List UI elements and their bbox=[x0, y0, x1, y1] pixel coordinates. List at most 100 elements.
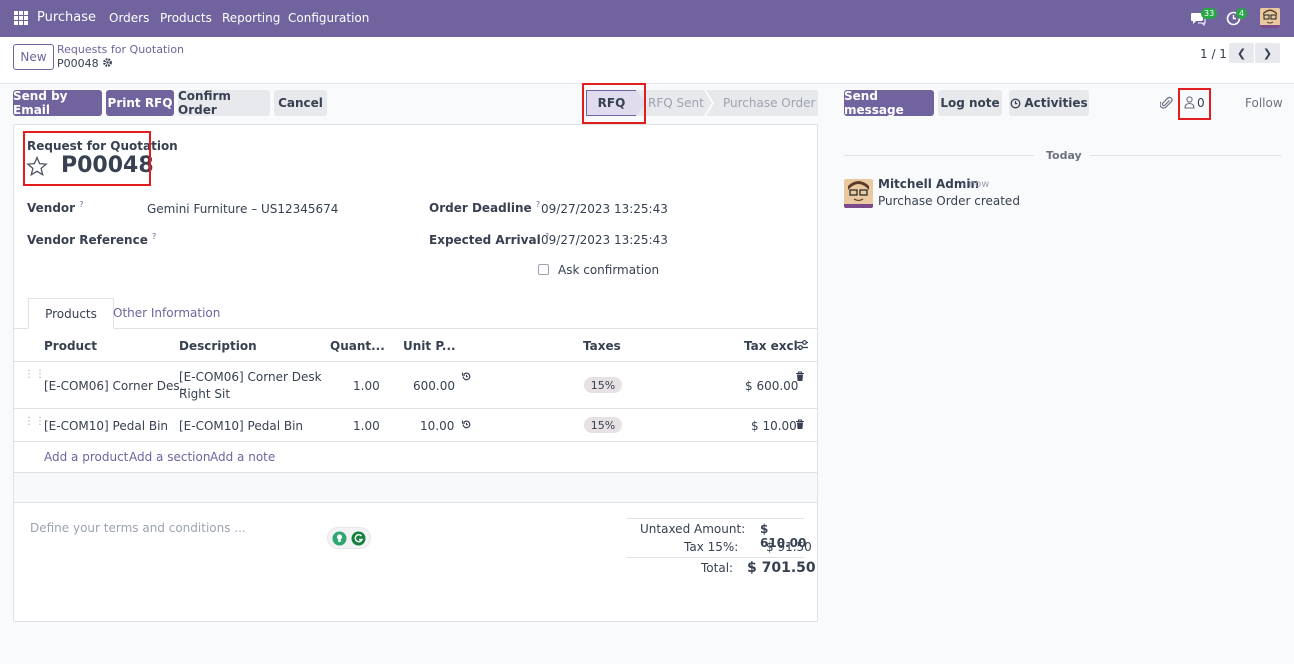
highlight-box-followers bbox=[1178, 88, 1211, 120]
column-taxes[interactable]: Taxes bbox=[583, 339, 621, 353]
add-note-link[interactable]: Add a note bbox=[210, 450, 276, 464]
total-value: $ 701.50 bbox=[747, 560, 816, 576]
row-subtotal: $ 600.00 bbox=[745, 379, 799, 393]
expected-arrival-field[interactable]: 09/27/2023 13:25:43 bbox=[541, 233, 668, 247]
status-purchase-order[interactable]: Purchase Order bbox=[723, 96, 816, 110]
column-quantity[interactable]: Quant... bbox=[330, 339, 385, 353]
row-tax-tag[interactable]: 15% bbox=[584, 417, 622, 433]
tab-products[interactable]: Products bbox=[28, 298, 114, 329]
message-body: Purchase Order created bbox=[878, 194, 1020, 208]
drag-handle-icon[interactable]: ⋮⋮ bbox=[24, 369, 46, 380]
row-description[interactable]: [E-COM10] Pedal Bin bbox=[179, 419, 304, 433]
row-description[interactable]: [E-COM06] Corner Desk bbox=[179, 370, 322, 384]
untaxed-amount-label: Untaxed Amount: bbox=[640, 522, 746, 536]
activities-button[interactable]: Activities bbox=[1009, 90, 1089, 116]
trash-icon[interactable] bbox=[795, 371, 805, 382]
tabs-divider bbox=[14, 328, 817, 329]
status-separator-icon bbox=[704, 90, 714, 116]
lightbulb-icon[interactable] bbox=[332, 531, 347, 546]
app-name[interactable]: Purchase bbox=[37, 10, 97, 25]
column-product[interactable]: Product bbox=[44, 339, 97, 353]
activities-count-badge: 4 bbox=[1236, 8, 1248, 19]
totals-divider bbox=[627, 557, 804, 558]
print-rfq-button[interactable]: Print RFQ bbox=[106, 90, 174, 116]
optional-columns-toggle-icon[interactable] bbox=[796, 339, 809, 351]
menu-configuration[interactable]: Configuration bbox=[288, 11, 370, 25]
column-unit-price[interactable]: Unit P... bbox=[403, 339, 456, 353]
table-header-border bbox=[14, 361, 817, 362]
row-tax-tag[interactable]: 15% bbox=[584, 377, 622, 393]
row-product[interactable]: [E-COM10] Pedal Bin bbox=[44, 419, 169, 433]
message-author[interactable]: Mitchell Admin bbox=[878, 177, 980, 191]
star-favorite-icon[interactable] bbox=[26, 156, 48, 177]
row-description-line2[interactable]: Right Sit bbox=[179, 387, 231, 401]
vendor-help-icon[interactable]: ? bbox=[79, 200, 84, 209]
menu-orders[interactable]: Orders bbox=[109, 11, 150, 25]
pager-value[interactable]: 1 / 1 bbox=[1200, 47, 1227, 61]
status-rfq-arrow bbox=[636, 90, 646, 116]
row-quantity[interactable]: 1.00 bbox=[353, 379, 380, 393]
add-product-link[interactable]: Add a product bbox=[44, 450, 129, 464]
history-icon[interactable] bbox=[461, 419, 472, 430]
ask-confirmation-checkbox[interactable] bbox=[538, 264, 549, 275]
apps-menu-icon[interactable] bbox=[14, 11, 28, 25]
log-note-button[interactable]: Log note bbox=[938, 90, 1002, 116]
menu-reporting[interactable]: Reporting bbox=[222, 11, 281, 25]
row-quantity[interactable]: 1.00 bbox=[353, 419, 380, 433]
message-author-avatar[interactable] bbox=[844, 179, 873, 208]
row-unit-price[interactable]: 600.00 bbox=[413, 379, 455, 393]
gear-icon[interactable] bbox=[102, 57, 113, 68]
ask-confirmation-label: Ask confirmation bbox=[558, 263, 660, 277]
grammarly-icon[interactable] bbox=[351, 531, 366, 546]
add-section-link[interactable]: Add a section bbox=[129, 450, 211, 464]
trash-icon[interactable] bbox=[795, 419, 805, 430]
clock-icon bbox=[1010, 98, 1021, 108]
order-deadline-help-icon[interactable]: ? bbox=[535, 200, 541, 209]
paperclip-icon[interactable] bbox=[1160, 96, 1173, 110]
highlight-box-title bbox=[23, 131, 151, 186]
chevron-left-icon: ❮ bbox=[1236, 46, 1247, 60]
pager-previous-button[interactable]: ❮ bbox=[1229, 43, 1254, 63]
row-unit-price[interactable]: 10.00 bbox=[420, 419, 455, 433]
new-button[interactable]: New bbox=[13, 44, 54, 70]
cancel-button[interactable]: Cancel bbox=[274, 90, 327, 116]
activities-button-label: Activities bbox=[1024, 96, 1088, 110]
vendor-reference-help-icon[interactable]: ? bbox=[152, 232, 157, 241]
followers-count[interactable]: 0 bbox=[1197, 96, 1205, 110]
history-icon[interactable] bbox=[461, 371, 472, 382]
confirm-order-button[interactable]: Confirm Order bbox=[178, 89, 270, 117]
order-deadline-field[interactable]: 09/27/2023 13:25:43 bbox=[541, 202, 668, 216]
breadcrumb-current: P00048 bbox=[57, 57, 99, 70]
status-rfq[interactable]: RFQ bbox=[586, 90, 636, 116]
expected-arrival-help-icon[interactable]: ? bbox=[544, 232, 550, 241]
drag-handle-icon[interactable]: ⋮⋮ bbox=[24, 416, 46, 427]
grammar-widget[interactable] bbox=[327, 527, 371, 549]
control-panel: New Requests for Quotation P00048 1 / 1 … bbox=[0, 37, 1294, 84]
breadcrumb-parent-link[interactable]: Requests for Quotation bbox=[57, 43, 185, 56]
send-message-button[interactable]: Send message bbox=[844, 89, 934, 117]
terms-and-conditions-input[interactable]: Define your terms and conditions ... bbox=[30, 521, 246, 535]
follower-user-icon[interactable] bbox=[1184, 96, 1195, 109]
form-sheet: Request for Quotation P00048 Vendor ? Ge… bbox=[13, 124, 818, 622]
doc-number-title: P00048 bbox=[61, 153, 154, 178]
send-by-email-button[interactable]: Send by Email bbox=[13, 89, 102, 117]
status-rfq-sent[interactable]: RFQ Sent bbox=[648, 96, 704, 110]
pager-next-button[interactable]: ❯ bbox=[1255, 43, 1280, 63]
expected-arrival-label: Expected Arrival ? bbox=[429, 232, 550, 247]
follow-button[interactable]: Follow bbox=[1245, 96, 1283, 110]
tab-other-information[interactable]: Other Information bbox=[113, 306, 221, 320]
vendor-reference-label: Vendor Reference ? bbox=[27, 232, 157, 247]
tax-label: Tax 15%: bbox=[684, 540, 739, 554]
vendor-field[interactable]: Gemini Furniture – US12345674 bbox=[147, 202, 339, 216]
row-product[interactable]: [E-COM06] Corner Des... bbox=[44, 379, 192, 393]
order-deadline-label: Order Deadline ? bbox=[429, 200, 541, 215]
column-description[interactable]: Description bbox=[179, 339, 257, 353]
total-label: Total: bbox=[701, 561, 734, 575]
table-footer-space bbox=[14, 473, 817, 502]
totals-top-border bbox=[627, 518, 804, 519]
menu-products[interactable]: Products bbox=[160, 11, 212, 25]
user-avatar[interactable] bbox=[1260, 8, 1280, 28]
footer-divider bbox=[14, 502, 817, 503]
tax-value: $ 91.50 bbox=[766, 540, 812, 554]
column-tax-excl[interactable]: Tax excl. bbox=[744, 339, 803, 353]
